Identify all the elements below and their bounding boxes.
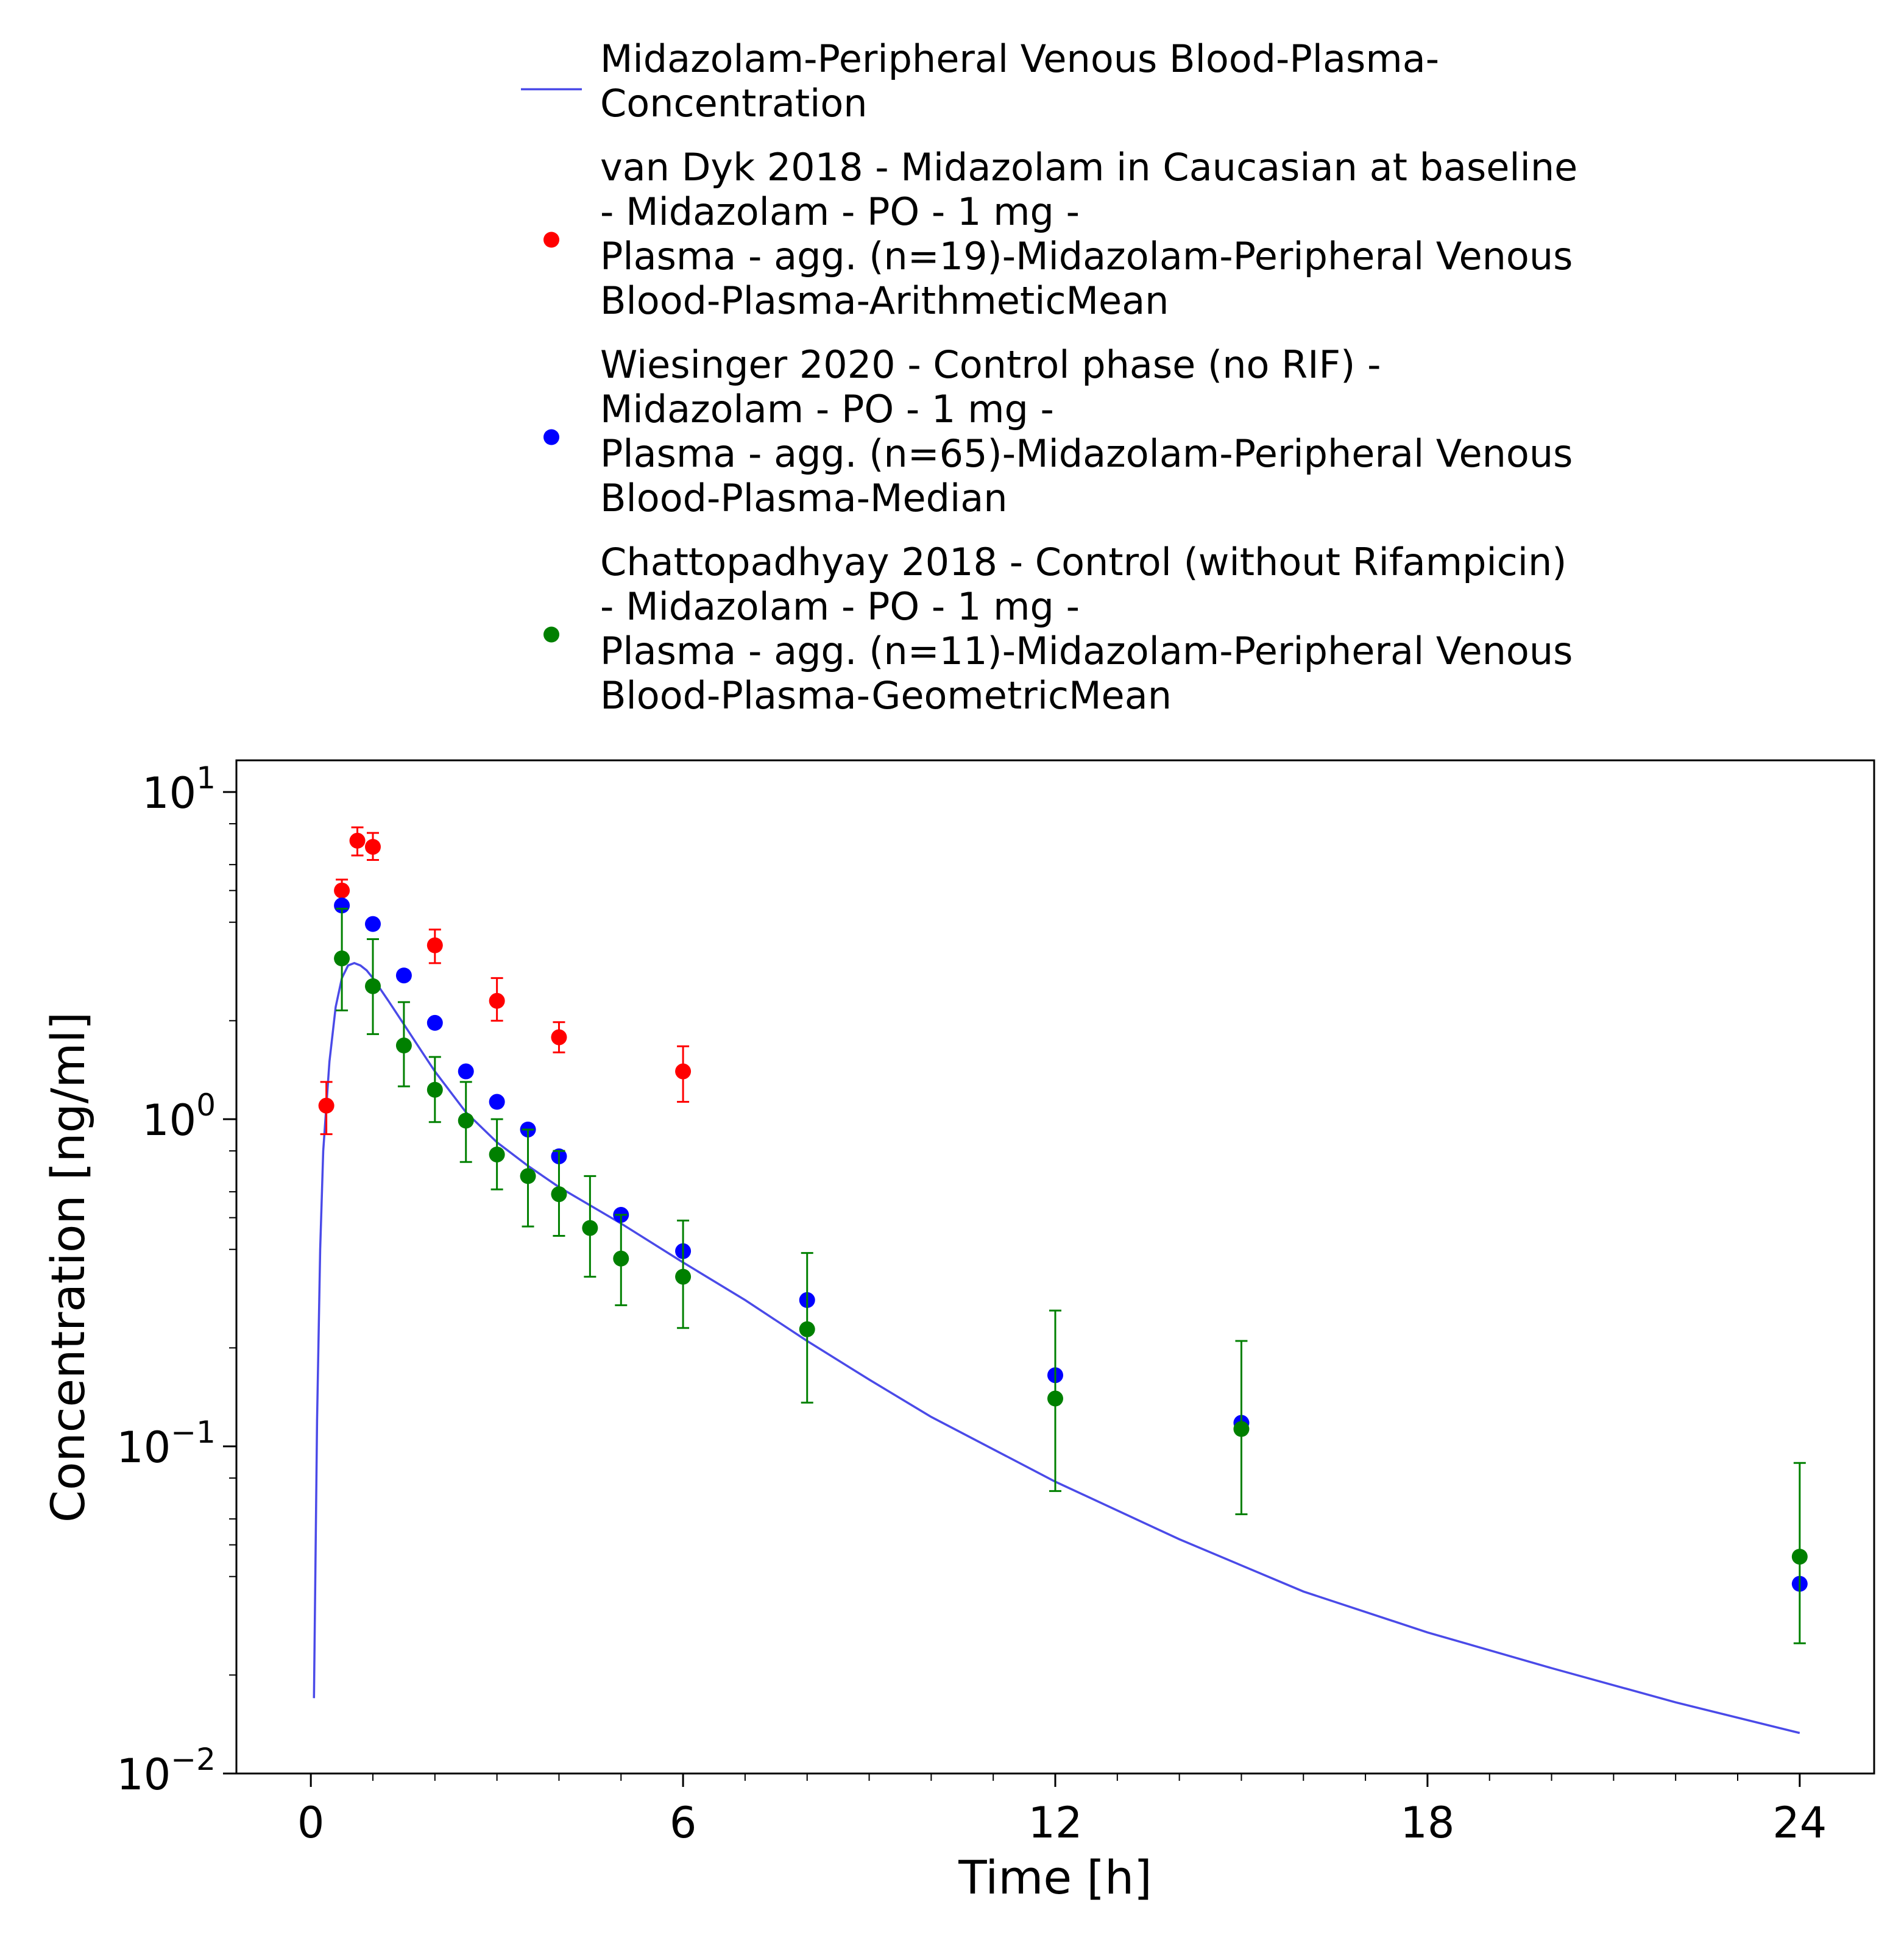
y-tick-base: 10 — [116, 1750, 171, 1800]
y-tick-base: 10 — [142, 768, 196, 818]
y-tick-label: 10−2 — [116, 1742, 216, 1800]
x-tick-label: 24 — [1772, 1798, 1827, 1848]
plot-frame — [235, 759, 1875, 1775]
data-point — [365, 916, 381, 932]
y-tick-label: 101 — [142, 760, 216, 818]
data-point — [365, 978, 381, 994]
series-3-markers — [334, 908, 1808, 1644]
y-tick-exponent: −2 — [171, 1742, 216, 1777]
y-tick-base: 10 — [142, 1095, 196, 1145]
data-point — [426, 1081, 443, 1098]
legend-marker-swatch — [543, 232, 559, 248]
data-point — [489, 992, 505, 1009]
data-point — [365, 838, 381, 855]
legend-label: Chattopadhyay 2018 - Control (without Ri… — [600, 540, 1566, 584]
legend-label: Plasma - agg. (n=11)-Midazolam-Periphera… — [600, 629, 1573, 673]
legend-marker-swatch — [543, 626, 559, 643]
y-tick-exponent: −1 — [171, 1415, 216, 1450]
y-tick-base: 10 — [116, 1423, 171, 1473]
data-point — [334, 882, 350, 899]
x-tick-label: 18 — [1400, 1798, 1454, 1848]
series-2-markers — [334, 897, 1808, 1592]
data-point — [489, 1094, 505, 1110]
data-point — [551, 1029, 567, 1045]
legend-label: Plasma - agg. (n=65)-Midazolam-Periphera… — [600, 431, 1573, 476]
y-tick-exponent: 1 — [196, 760, 216, 796]
x-tick-label: 12 — [1028, 1798, 1082, 1848]
legend: Midazolam-Peripheral Venous Blood-Plasma… — [521, 37, 1577, 718]
data-point — [582, 1220, 598, 1236]
x-axis-title: Time [h] — [958, 1850, 1152, 1904]
legend-label: Midazolam-Peripheral Venous Blood-Plasma… — [600, 37, 1439, 81]
legend-label: Wiesinger 2020 - Control phase (no RIF) … — [600, 342, 1381, 387]
y-axis-title: Concentration [ng/ml] — [41, 1012, 95, 1522]
y-tick-label: 100 — [142, 1087, 216, 1145]
data-point — [1233, 1421, 1250, 1437]
data-point — [458, 1112, 474, 1129]
data-point — [458, 1063, 474, 1080]
data-point — [799, 1321, 815, 1337]
y-tick-exponent: 0 — [196, 1087, 216, 1123]
data-point — [613, 1250, 629, 1267]
legend-label: Blood-Plasma-Median — [600, 476, 1008, 520]
data-point — [395, 967, 412, 984]
data-point — [1047, 1390, 1063, 1407]
simulation-line — [313, 961, 1800, 1735]
legend-label: Blood-Plasma-ArithmeticMean — [600, 278, 1169, 323]
observed-data-layer — [318, 826, 1808, 1644]
legend-label: Midazolam - PO - 1 mg - — [600, 387, 1054, 431]
data-point — [426, 1014, 443, 1031]
x-tick-label: 0 — [297, 1798, 325, 1848]
data-point — [318, 1097, 334, 1114]
legend-label: - Midazolam - PO - 1 mg - — [600, 189, 1080, 234]
legend-label: Plasma - agg. (n=19)-Midazolam-Periphera… — [600, 234, 1573, 278]
x-axis: 0 6 12 18 24 — [297, 1774, 1827, 1848]
x-tick-label: 6 — [670, 1798, 697, 1848]
simulation-curve-layer — [313, 961, 1800, 1735]
data-point — [426, 937, 443, 953]
data-point — [349, 832, 366, 849]
legend-marker-swatch — [543, 429, 559, 445]
data-point — [489, 1146, 505, 1162]
legend-label: van Dyk 2018 - Midazolam in Caucasian at… — [600, 145, 1577, 189]
y-tick-label: 10−1 — [116, 1415, 216, 1473]
data-point — [334, 950, 350, 967]
data-point — [520, 1168, 536, 1184]
legend-label: Blood-Plasma-GeometricMean — [600, 673, 1172, 718]
series-1-markers — [318, 826, 692, 1136]
data-point — [675, 1268, 692, 1285]
legend-label: - Midazolam - PO - 1 mg - — [600, 584, 1080, 629]
legend-label: Concentration — [600, 81, 868, 126]
data-point — [1791, 1549, 1808, 1565]
data-point — [675, 1063, 692, 1080]
data-point — [395, 1038, 412, 1054]
data-point — [551, 1186, 567, 1203]
